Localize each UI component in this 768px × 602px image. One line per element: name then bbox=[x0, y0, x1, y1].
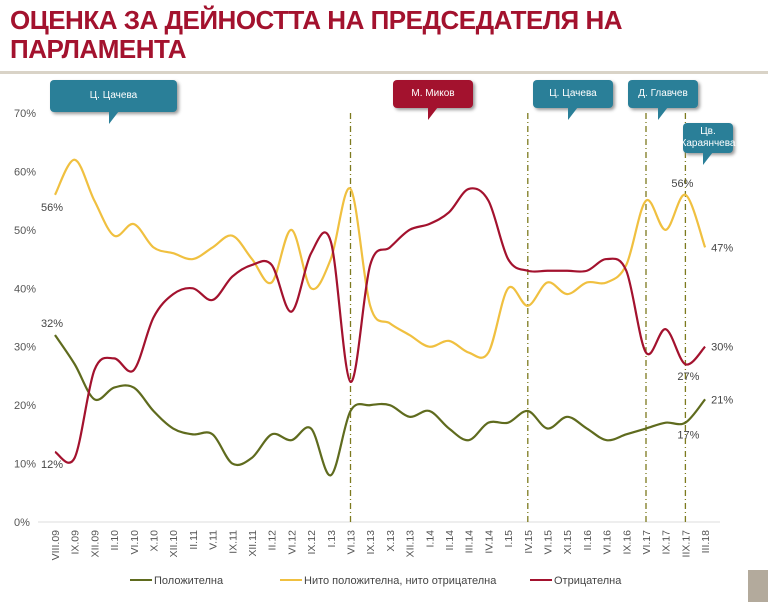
x-tick-label: IV.15 bbox=[523, 530, 535, 554]
y-tick-label: 0% bbox=[14, 517, 30, 529]
x-tick-label: I.14 bbox=[424, 530, 436, 548]
x-tick-label: XII.11 bbox=[247, 530, 259, 557]
legend-label: Отрицателна bbox=[554, 575, 622, 587]
title-divider bbox=[0, 71, 768, 74]
x-tick-label: II.11 bbox=[188, 530, 200, 550]
x-tick-label: III.14 bbox=[464, 530, 476, 554]
y-tick-label: 70% bbox=[14, 108, 36, 120]
data-label: 47% bbox=[711, 242, 733, 254]
x-tick-label: IIX.17 bbox=[680, 530, 692, 558]
y-tick-label: 60% bbox=[14, 166, 36, 178]
x-tick-label: VI.15 bbox=[543, 530, 555, 555]
x-tick-label: XII.09 bbox=[89, 530, 101, 558]
x-tick-label: VI.10 bbox=[129, 530, 141, 555]
data-label: 17% bbox=[677, 430, 699, 442]
x-tick-label: III.18 bbox=[700, 530, 712, 554]
y-tick-label: 20% bbox=[14, 400, 36, 412]
x-tick-label: X.10 bbox=[149, 530, 161, 552]
callout-tsacheva-2: Ц. Цачева bbox=[533, 80, 613, 120]
corner-decoration bbox=[748, 570, 768, 602]
data-label: 56% bbox=[41, 202, 63, 214]
x-tick-label: IX.12 bbox=[306, 530, 318, 555]
callout-mikov: М. Миков bbox=[393, 80, 473, 120]
callout-glavchev: Д. Главчев bbox=[628, 80, 698, 120]
x-tick-label: II.10 bbox=[109, 530, 121, 551]
x-tick-label: IX.17 bbox=[661, 530, 673, 555]
x-tick-label: V.11 bbox=[208, 530, 220, 550]
callout-tsacheva-1: Ц. Цачева bbox=[50, 80, 177, 124]
callout-karayancheva: Цв. Караянчева bbox=[681, 123, 736, 165]
y-tick-label: 50% bbox=[14, 225, 36, 237]
x-tick-label: VI.17 bbox=[641, 530, 653, 555]
data-label: 30% bbox=[711, 342, 733, 354]
data-label: 21% bbox=[711, 394, 733, 406]
x-tick-label: I.13 bbox=[326, 530, 338, 548]
x-tick-label: XII.13 bbox=[405, 530, 417, 558]
x-tick-label: I.15 bbox=[503, 530, 515, 548]
x-tick-label: VI.13 bbox=[346, 530, 358, 555]
x-tick-label: IV.14 bbox=[483, 530, 495, 554]
x-tick-label: X.13 bbox=[385, 530, 397, 552]
x-tick-label: II.12 bbox=[267, 530, 279, 551]
x-tick-label: IX.16 bbox=[621, 530, 633, 555]
data-label: 56% bbox=[671, 178, 693, 190]
x-tick-label: IX.09 bbox=[70, 530, 82, 555]
series-line-0 bbox=[54, 334, 706, 477]
series-line-2 bbox=[54, 187, 706, 464]
x-tick-label: VI.16 bbox=[602, 530, 614, 555]
data-label: 12% bbox=[41, 459, 63, 471]
data-label: 32% bbox=[41, 318, 63, 330]
x-tick-label: II.14 bbox=[444, 530, 456, 551]
y-tick-label: 10% bbox=[14, 459, 36, 471]
x-tick-label: VIII.09 bbox=[50, 530, 62, 561]
x-tick-label: II.16 bbox=[582, 530, 594, 551]
y-tick-label: 40% bbox=[14, 283, 36, 295]
x-tick-label: IX.11 bbox=[227, 530, 239, 554]
x-tick-label: IX.13 bbox=[365, 530, 377, 555]
legend-label: Положителна bbox=[154, 575, 224, 587]
x-tick-label: XII.10 bbox=[168, 530, 180, 558]
legend-label: Нито положителна, нито отрицателна bbox=[304, 575, 497, 587]
y-tick-label: 30% bbox=[14, 342, 36, 354]
page-title: ОЦЕНКА ЗА ДЕЙНОСТТА НА ПРЕДСЕДАТЕЛЯ НА П… bbox=[10, 5, 623, 64]
x-tick-label: XI.15 bbox=[562, 530, 574, 555]
data-label: 27% bbox=[677, 371, 699, 383]
series-line-1 bbox=[54, 158, 707, 359]
x-tick-label: VI.12 bbox=[286, 530, 298, 555]
